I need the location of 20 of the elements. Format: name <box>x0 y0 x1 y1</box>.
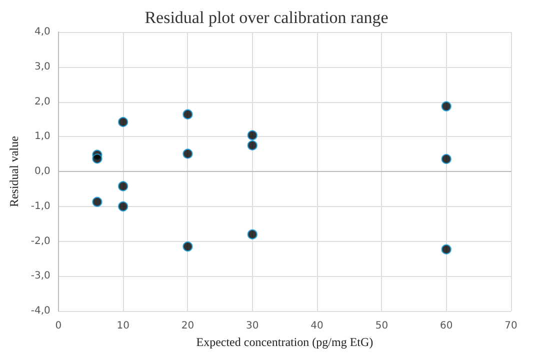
x-tick-label: 70 <box>504 320 518 332</box>
x-tick-label: 30 <box>246 320 259 332</box>
chart-title: Residual plot over calibration range <box>144 8 388 27</box>
y-tick-label: 2,0 <box>34 96 50 108</box>
y-tick-label: -3,0 <box>30 270 50 282</box>
x-tick-label: 40 <box>310 320 324 332</box>
y-tick-label: -1,0 <box>30 200 50 212</box>
x-tick-label: 20 <box>181 320 194 332</box>
y-tick-label: 3,0 <box>34 61 50 72</box>
x-tick-label: 50 <box>375 320 388 332</box>
y-axis-title: Residual value <box>7 136 21 208</box>
x-axis-title: Expected concentration (pg/mg EtG) <box>196 335 374 349</box>
y-tick-label: 0,0 <box>34 166 50 178</box>
y-tick-label: -2,0 <box>30 236 50 247</box>
x-tick-label: 60 <box>440 320 453 332</box>
y-tick-label: 1,0 <box>34 131 50 142</box>
y-tick-label: -4,0 <box>30 306 50 317</box>
x-tick-label: 0 <box>55 320 62 332</box>
y-tick-label: 4,0 <box>34 26 50 38</box>
x-tick-label: 10 <box>116 320 130 332</box>
